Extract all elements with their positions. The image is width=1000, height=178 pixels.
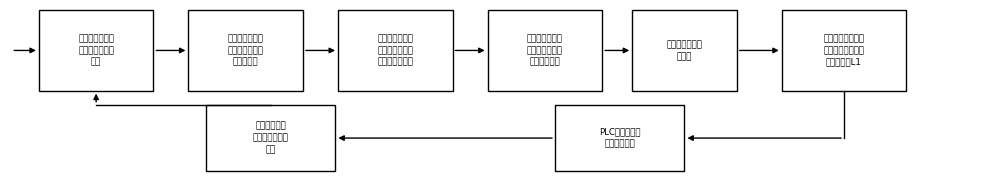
FancyBboxPatch shape xyxy=(555,105,684,171)
FancyBboxPatch shape xyxy=(206,105,335,171)
FancyBboxPatch shape xyxy=(782,10,906,91)
Text: 板坯在当前水平
辊调平设定值下
轧制: 板坯在当前水平 辊调平设定值下 轧制 xyxy=(78,34,114,67)
FancyBboxPatch shape xyxy=(188,10,303,91)
Text: PLC，接收水平
辊调平设定值: PLC，接收水平 辊调平设定值 xyxy=(599,128,640,148)
FancyBboxPatch shape xyxy=(39,10,153,91)
FancyBboxPatch shape xyxy=(338,10,453,91)
FancyBboxPatch shape xyxy=(488,10,602,91)
Text: 辊刀弯测量仪表
测量到板坯中心
线偏差数据: 辊刀弯测量仪表 测量到板坯中心 线偏差数据 xyxy=(228,34,264,67)
FancyBboxPatch shape xyxy=(632,10,737,91)
Text: 水平辊调平系
统，执行辊缝设
定值: 水平辊调平系 统，执行辊缝设 定值 xyxy=(253,122,289,154)
Text: 控制算法计算板
坯辊刀弯弯曲方
向及弯曲程度: 控制算法计算板 坯辊刀弯弯曲方 向及弯曲程度 xyxy=(527,34,563,67)
Text: 中心线偏差数据
处理，提取辊刀
弯弯曲特征数据: 中心线偏差数据 处理，提取辊刀 弯弯曲特征数据 xyxy=(377,34,413,67)
Text: 计算后续水平辊辊
缝调平设定值，发
送设定值到L1: 计算后续水平辊辊 缝调平设定值，发 送设定值到L1 xyxy=(824,34,865,67)
Text: 计算水平辊辊缝
调节量: 计算水平辊辊缝 调节量 xyxy=(667,40,702,61)
